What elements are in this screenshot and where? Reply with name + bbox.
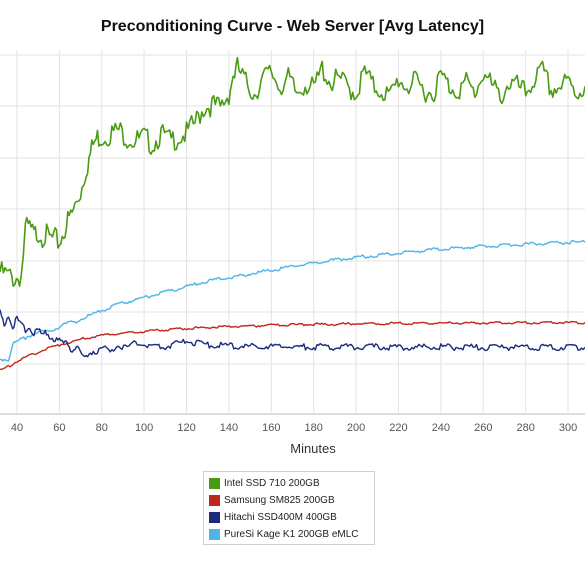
x-tick-label: 180 xyxy=(305,422,323,434)
series-line-3 xyxy=(0,239,585,362)
legend-item-hitachi: Hitachi SSD400M 400GB xyxy=(209,509,369,526)
x-tick-label: 240 xyxy=(432,422,450,434)
series-line-1 xyxy=(0,320,585,371)
series-line-2 xyxy=(0,309,585,358)
x-tick-label: 140 xyxy=(220,422,238,434)
legend-label-puresi: PureSi Kage K1 200GB eMLC xyxy=(224,529,359,540)
legend-swatch-hitachi xyxy=(209,512,220,523)
legend-swatch-intel xyxy=(209,478,220,489)
x-tick-label: 80 xyxy=(96,422,108,434)
x-axis-label: Minutes xyxy=(290,441,336,456)
x-tick-label: 260 xyxy=(474,422,492,434)
legend-swatch-samsung xyxy=(209,495,220,506)
x-tick-label: 220 xyxy=(389,422,407,434)
x-tick-label: 280 xyxy=(516,422,534,434)
legend-label-intel: Intel SSD 710 200GB xyxy=(224,478,320,489)
legend-item-samsung: Samsung SM825 200GB xyxy=(209,492,369,509)
legend-item-puresi: PureSi Kage K1 200GB eMLC xyxy=(209,526,369,543)
x-tick-label: 300 xyxy=(559,422,577,434)
x-tick-label: 160 xyxy=(262,422,280,434)
legend-item-intel: Intel SSD 710 200GB xyxy=(209,475,369,492)
x-tick-label: 60 xyxy=(53,422,65,434)
series-lines xyxy=(0,56,585,371)
series-line-0 xyxy=(0,56,585,287)
x-tick-label: 120 xyxy=(177,422,195,434)
legend-label-samsung: Samsung SM825 200GB xyxy=(224,495,335,506)
x-tick-label: 40 xyxy=(11,422,23,434)
x-tick-labels: 40 60 80 100 120 140 160 180 200 220 240 260 280 300 xyxy=(11,422,577,434)
gridlines xyxy=(0,50,585,415)
legend: Intel SSD 710 200GB Samsung SM825 200GB … xyxy=(203,471,375,545)
chart-title: Preconditioning Curve - Web Server [Avg … xyxy=(100,18,485,35)
x-tick-label: 100 xyxy=(135,422,153,434)
x-tick-label: 200 xyxy=(347,422,365,434)
legend-swatch-puresi xyxy=(209,529,220,540)
legend-label-hitachi: Hitachi SSD400M 400GB xyxy=(224,512,337,523)
